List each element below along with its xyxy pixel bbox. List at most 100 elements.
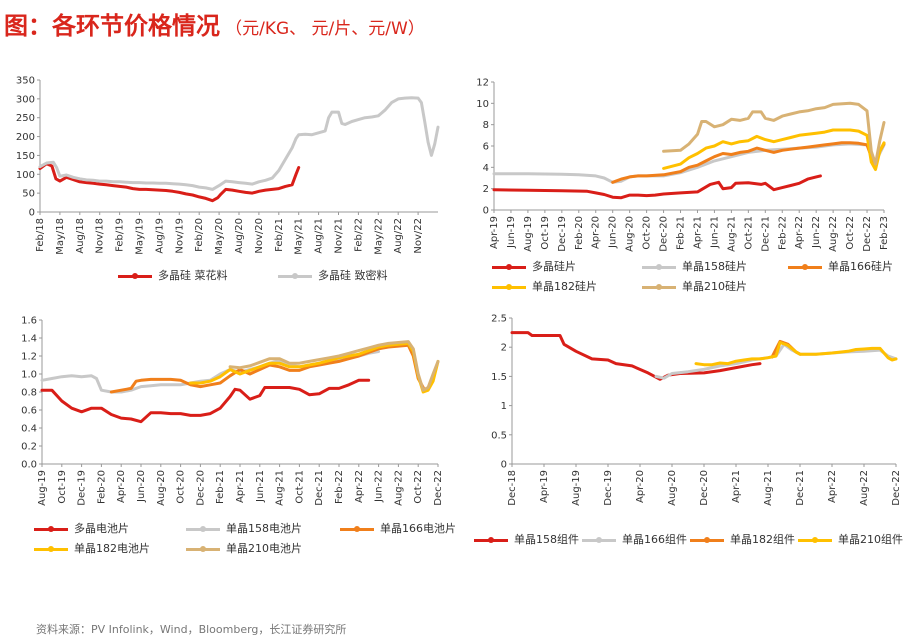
x-tick-label: Apr-20 xyxy=(591,216,602,249)
legend-marker xyxy=(506,263,512,270)
x-tick-label: Aug-22 xyxy=(828,216,839,252)
y-tick-label: 0.5 xyxy=(491,430,507,441)
x-tick-label: Dec-19 xyxy=(557,216,568,252)
legend-label: 单晶210电池片 xyxy=(226,542,302,555)
series-line xyxy=(492,174,822,200)
x-tick-label: May/22 xyxy=(373,218,384,255)
legend-item: 单晶210组件 xyxy=(798,531,903,547)
legend-marker xyxy=(656,263,662,270)
series-line xyxy=(654,342,898,380)
x-tick-label: Dec-22 xyxy=(862,216,873,252)
x-tick-label: Feb/18 xyxy=(35,218,46,252)
x-tick-label: Nov/22 xyxy=(413,218,424,254)
x-tick-label: Aug-20 xyxy=(625,216,636,252)
series-line xyxy=(40,378,371,424)
y-tick-label: 0 xyxy=(29,208,35,219)
legend-marker xyxy=(200,525,206,532)
x-tick-label: Feb-22 xyxy=(334,470,345,504)
x-tick-label: Aug/21 xyxy=(314,218,325,254)
x-tick-label: May/21 xyxy=(294,218,305,255)
x-tick-label: Apr-19 xyxy=(489,216,500,249)
y-tick-label: 1 xyxy=(501,401,507,412)
legend-item: 多晶电池片 xyxy=(34,520,129,536)
series-line xyxy=(492,142,886,184)
x-tick-label: Feb-22 xyxy=(777,216,788,250)
legend-marker xyxy=(292,272,298,279)
series-line xyxy=(694,341,898,367)
x-tick-label: Apr-22 xyxy=(827,470,838,503)
legend-label: 单晶166硅片 xyxy=(828,260,893,273)
x-tick-label: Jun-21 xyxy=(709,216,720,249)
legend-item: 多晶硅片 xyxy=(492,258,576,274)
y-tick-label: 1.0 xyxy=(21,370,37,381)
x-tick-label: Aug-20 xyxy=(667,470,678,506)
legend-swatch xyxy=(798,536,832,543)
x-tick-label: Oct-22 xyxy=(845,216,856,250)
series-line xyxy=(611,141,886,184)
x-tick-label: May/18 xyxy=(55,218,66,255)
x-tick-label: Apr-21 xyxy=(235,470,246,503)
x-tick-label: Feb/19 xyxy=(115,218,126,252)
legend-label: 单晶166电池片 xyxy=(380,522,456,535)
x-tick-label: Aug-21 xyxy=(763,470,774,506)
legend-marker xyxy=(132,272,138,279)
legend-marker xyxy=(656,283,662,290)
legend-label: 单晶158组件 xyxy=(514,533,579,546)
legend-swatch xyxy=(642,263,676,270)
legend-marker xyxy=(354,525,360,532)
series-line xyxy=(38,162,301,203)
legend-label: 多晶硅片 xyxy=(532,260,576,273)
x-tick-label: Aug-19 xyxy=(523,216,534,252)
legend-swatch xyxy=(474,536,508,543)
legend-marker xyxy=(488,536,494,543)
legend-swatch xyxy=(186,525,220,532)
x-tick-label: May/20 xyxy=(214,218,225,255)
y-tick-label: 0 xyxy=(501,460,507,471)
page-title: 图：各环节价格情况 （元/KG、 元/片、元/W） xyxy=(4,6,425,42)
y-tick-label: 0.8 xyxy=(21,388,37,399)
y-tick-label: 12 xyxy=(476,78,489,89)
legend-item: 单晶158电池片 xyxy=(186,520,302,536)
series-line xyxy=(510,331,762,381)
x-tick-label: Dec-21 xyxy=(314,470,325,506)
x-tick-label: Jun-20 xyxy=(136,470,147,503)
y-tick-label: 10 xyxy=(476,99,489,110)
x-tick-label: Dec-19 xyxy=(603,470,614,506)
y-tick-label: 2.5 xyxy=(491,314,507,325)
legend-label: 多晶电池片 xyxy=(74,522,129,535)
x-tick-label: Feb-23 xyxy=(879,216,890,250)
x-tick-label: Dec-20 xyxy=(195,470,206,506)
legend-label: 单晶182电池片 xyxy=(74,542,150,555)
y-tick-label: 200 xyxy=(16,132,35,143)
x-tick-label: Apr-21 xyxy=(692,216,703,249)
legend-marker xyxy=(48,545,54,552)
legend-marker xyxy=(596,536,602,543)
y-tick-label: 1.2 xyxy=(21,352,37,363)
x-tick-label: Apr-21 xyxy=(731,470,742,503)
legend-label: 单晶182硅片 xyxy=(532,280,597,293)
x-tick-label: Apr-20 xyxy=(116,470,127,503)
x-tick-label: Oct-21 xyxy=(294,470,305,504)
x-tick-label: Aug/20 xyxy=(234,218,245,254)
y-tick-label: 0.6 xyxy=(21,406,37,417)
legend-swatch xyxy=(492,283,526,290)
legend-marker xyxy=(506,283,512,290)
x-tick-label: Apr-19 xyxy=(539,470,550,503)
x-tick-label: Jun-19 xyxy=(506,216,517,249)
legend-swatch xyxy=(34,525,68,532)
x-tick-label: Nov/18 xyxy=(95,218,106,254)
legend-item: 单晶182硅片 xyxy=(492,278,597,294)
series-line xyxy=(662,101,886,166)
legend-item: 单晶166硅片 xyxy=(788,258,893,274)
legend-swatch xyxy=(690,536,724,543)
x-tick-label: Dec-20 xyxy=(699,470,710,506)
y-tick-label: 0.0 xyxy=(21,460,37,471)
legend-swatch xyxy=(788,263,822,270)
x-tick-label: Aug/19 xyxy=(154,218,165,254)
y-tick-label: 1.5 xyxy=(491,372,507,383)
x-tick-label: Feb-21 xyxy=(676,216,687,250)
legend-marker xyxy=(200,545,206,552)
x-tick-label: Nov/19 xyxy=(174,218,185,254)
chart-cell-svg: 0.0 0.2 0.4 0.6 0.8 1.0 1.2 1.4 1.6 Aug-19 Oct-19 D… xyxy=(21,316,444,506)
x-tick-label: Dec-22 xyxy=(433,470,444,506)
